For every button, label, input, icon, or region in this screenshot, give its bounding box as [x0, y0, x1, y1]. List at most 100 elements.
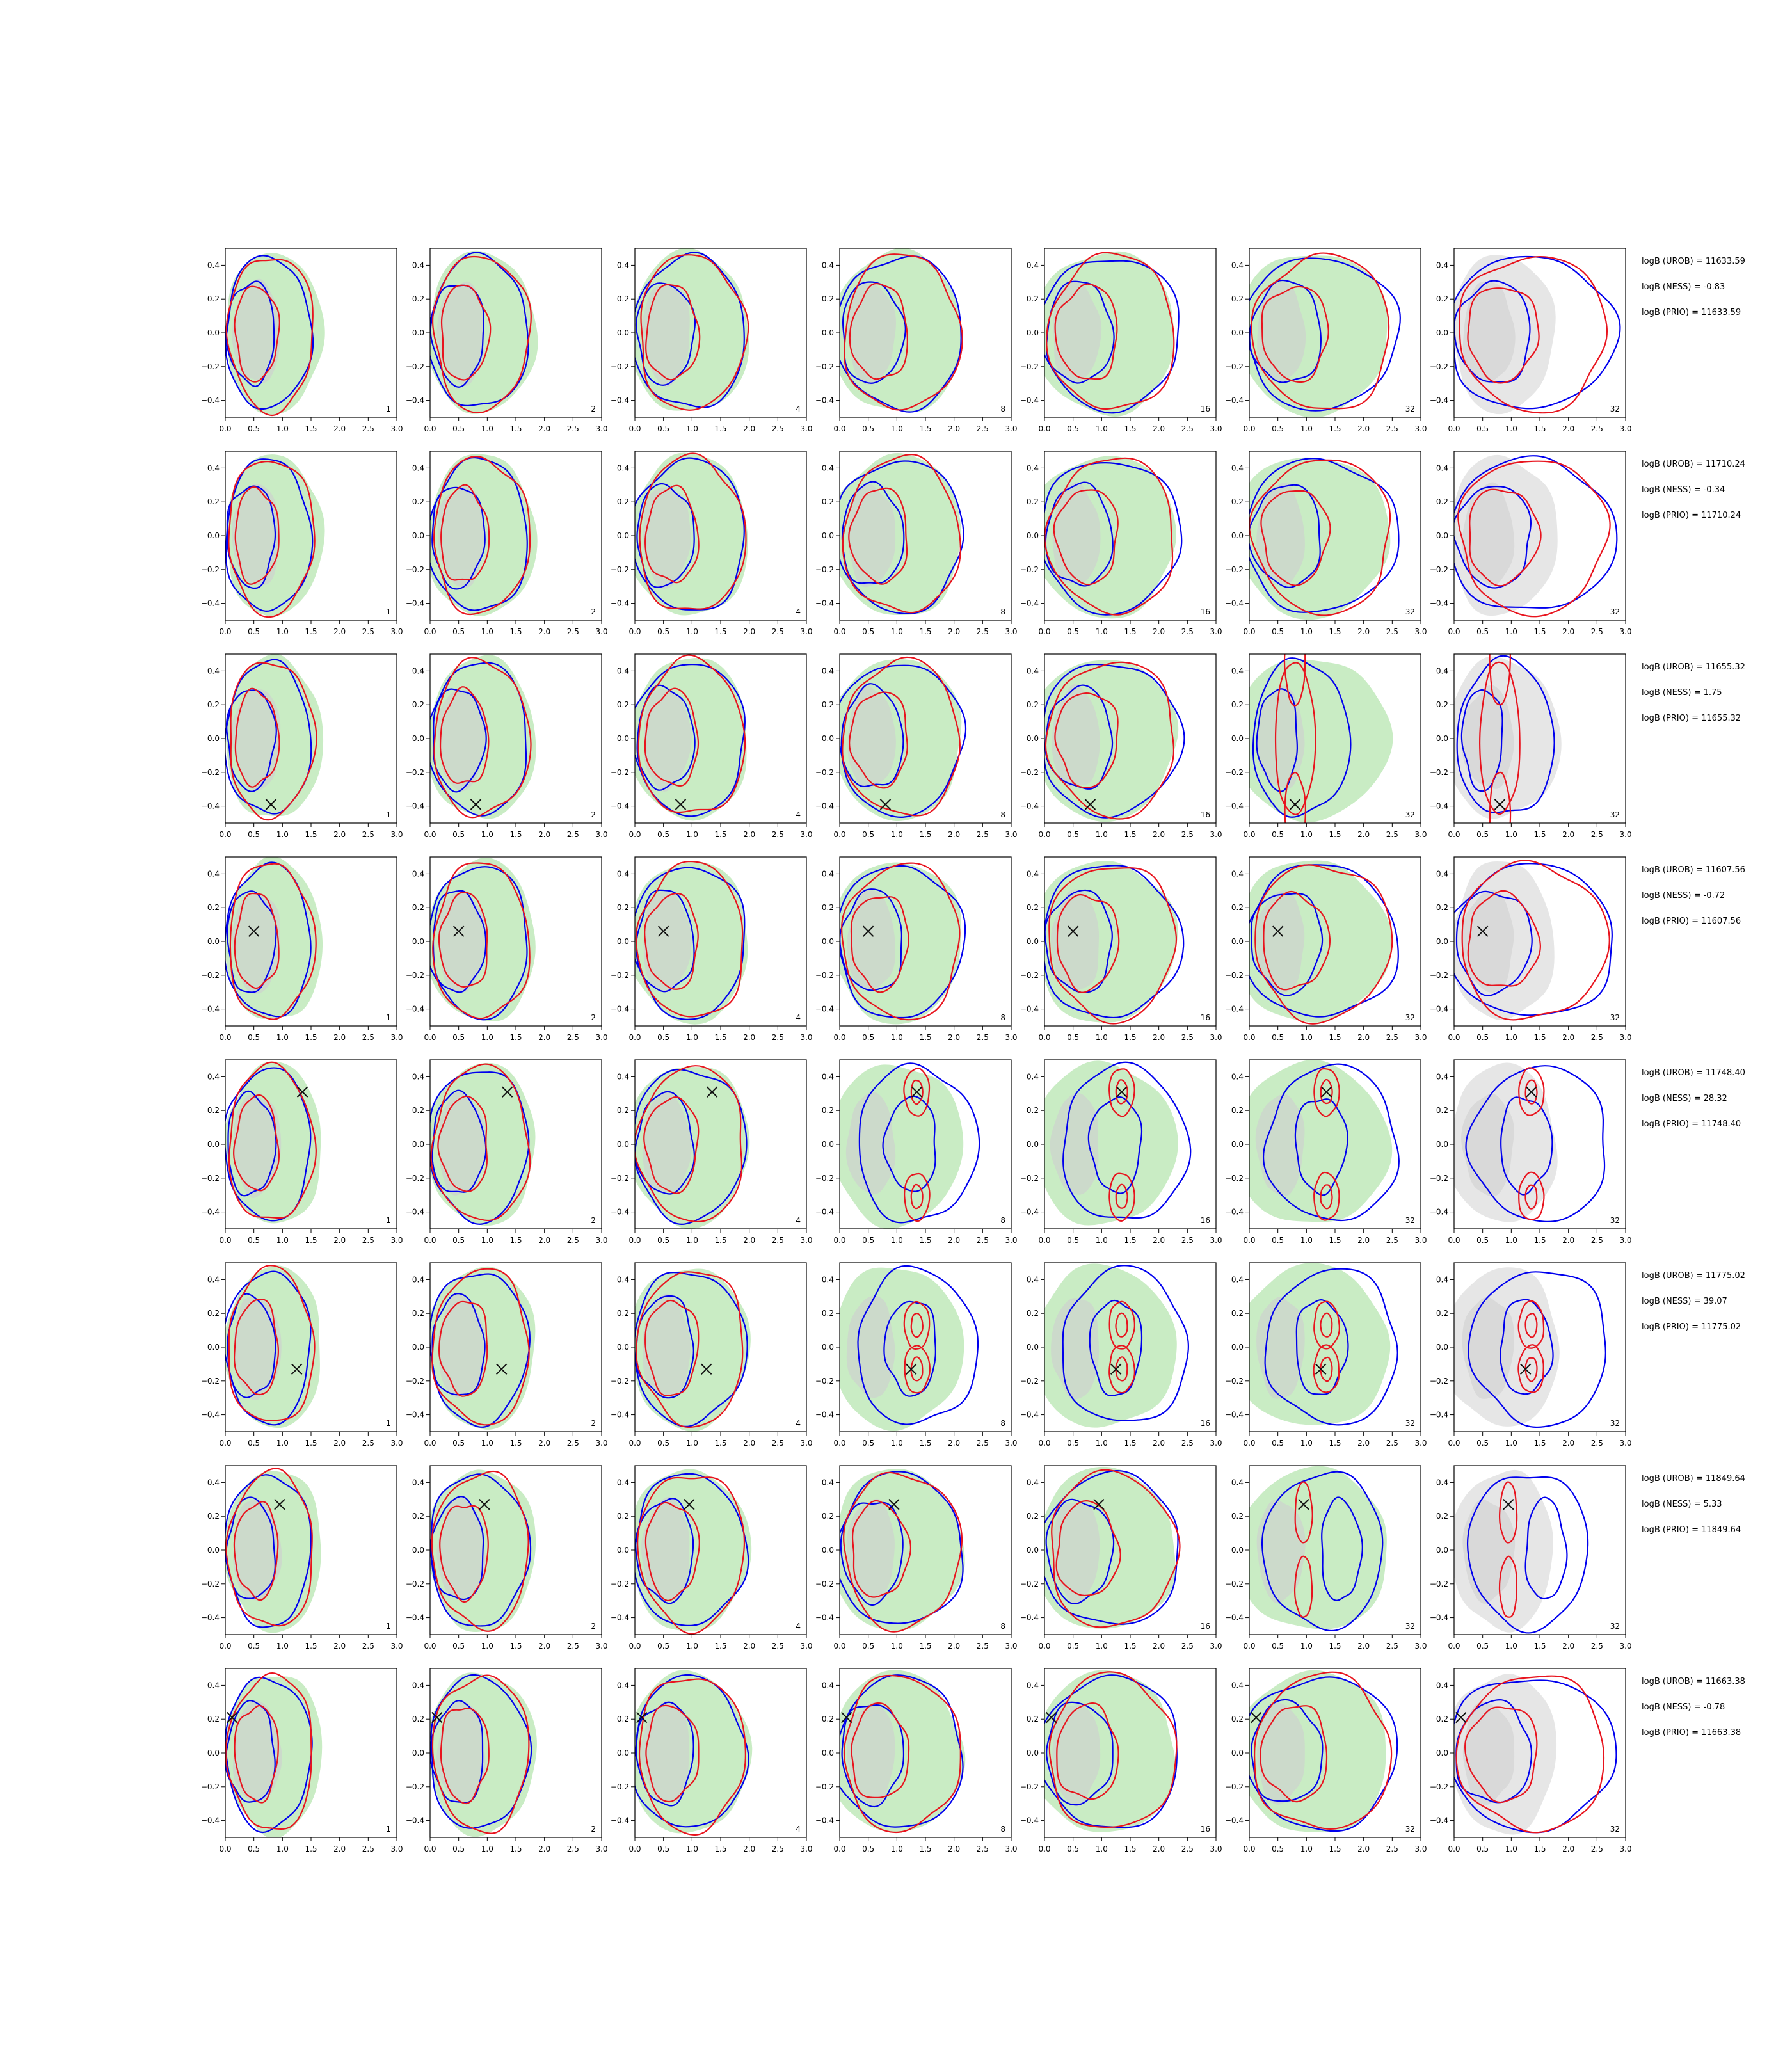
y-tick-label: 0.2 [617, 294, 629, 303]
x-tick-label: 0.0 [219, 627, 231, 636]
x-tick-label: 0.0 [219, 424, 231, 433]
logb-urob-stat: logB (UROB) = 11663.38 [1642, 1677, 1745, 1686]
x-tick-label: 2.5 [362, 1236, 374, 1245]
x-tick-label: 2.0 [538, 1236, 550, 1245]
x-tick-label: 0.0 [219, 1439, 231, 1448]
red-contour-line [439, 1505, 489, 1603]
x-tick-label: 1.0 [891, 1236, 903, 1245]
blue-contour-line [1294, 1098, 1348, 1196]
blue-contour-line [1466, 1476, 1589, 1634]
y-tick-label: −0.2 [201, 971, 220, 980]
x-tick-label: 1.0 [276, 1236, 289, 1245]
y-tick-label: 0.4 [617, 1275, 629, 1284]
x-tick-label: 1.5 [305, 1844, 317, 1853]
x-tick-label: 1.5 [1533, 1642, 1546, 1651]
x-tick-label: 3.0 [1619, 1642, 1631, 1651]
y-tick-label: −0.4 [1430, 1005, 1448, 1014]
y-tick-label: 0.2 [207, 294, 220, 303]
y-tick-label: −0.4 [1225, 802, 1244, 811]
x-tick-label: 1.0 [891, 1033, 903, 1042]
x-tick-label: 2.5 [1591, 830, 1603, 839]
x-tick-label: 2.5 [1591, 1236, 1603, 1245]
y-tick-label: 0.4 [207, 1275, 220, 1284]
y-tick-label: 0.2 [617, 497, 629, 506]
panel-r5-c4: 0.0 0.5 1.0 1.5 2.0 2.5 3.0 0.4 0.2 0.0 −0.2 −0.4 8 [815, 1059, 1018, 1245]
truth-marker [265, 799, 277, 810]
x-tick-label: 0.5 [1272, 627, 1284, 636]
x-tick-label: 1.5 [714, 1033, 726, 1042]
x-tick-label: 1.0 [276, 1439, 289, 1448]
truth-marker [1251, 1711, 1262, 1724]
blue-contour-line [1249, 458, 1400, 613]
x-tick-label: 0.5 [1272, 1642, 1284, 1651]
y-tick-label: 0.4 [1436, 463, 1448, 472]
truth-marker [1084, 799, 1096, 810]
y-tick-label: −0.4 [1020, 599, 1039, 608]
red-contour-line [1054, 283, 1118, 380]
panel-r3-c2: 0.0 0.5 1.0 1.5 2.0 2.5 3.0 0.4 0.2 0.0 −0.2 −0.4 2 [406, 653, 608, 839]
y-tick-label: 0.0 [1231, 937, 1244, 946]
y-tick-label: −0.2 [406, 565, 424, 574]
panel-r4-c4: 0.0 0.5 1.0 1.5 2.0 2.5 3.0 0.4 0.2 0.0 −0.2 −0.4 8 [815, 856, 1018, 1042]
x-tick-label: 0.0 [628, 1236, 641, 1245]
y-tick-label: 0.4 [822, 1478, 834, 1487]
x-tick-label: 1.0 [686, 424, 698, 433]
logb-prio-stat: logB (PRIO) = 11849.64 [1642, 1525, 1741, 1535]
y-tick-label: 0.2 [412, 1512, 424, 1521]
y-tick-label: 0.0 [1027, 937, 1039, 946]
x-tick-label: 1.0 [481, 1439, 493, 1448]
x-tick-label: 1.0 [1300, 424, 1313, 433]
blue-contour-line [1468, 1271, 1606, 1428]
y-tick-label: −0.2 [1225, 565, 1244, 574]
blue-contour-line [635, 664, 746, 817]
y-tick-label: 0.2 [1027, 903, 1039, 912]
x-tick-label: 1.0 [891, 1439, 903, 1448]
red-contour-line [1464, 1706, 1538, 1804]
y-tick-label: −0.4 [611, 599, 629, 608]
red-contour-line [1517, 1300, 1545, 1349]
panel-count-label: 8 [1000, 1622, 1005, 1631]
x-tick-label: 1.5 [509, 1844, 522, 1853]
x-tick-label: 1.0 [276, 830, 289, 839]
y-tick-label: −0.4 [815, 1411, 834, 1420]
logb-ness-stat: logB (NESS) = 5.33 [1642, 1500, 1722, 1509]
x-tick-label: 3.0 [595, 1642, 607, 1651]
blue-contour-line [227, 890, 277, 993]
y-tick-label: 0.4 [822, 666, 834, 675]
red-contour-line [1263, 890, 1331, 991]
x-tick-label: 1.0 [481, 1033, 493, 1042]
x-tick-label: 1.0 [686, 1236, 698, 1245]
y-tick-label: −0.2 [611, 1782, 629, 1791]
y-tick-label: 0.4 [1231, 1275, 1244, 1284]
red-contour-line [234, 486, 280, 585]
y-tick-label: 0.2 [1027, 1715, 1039, 1724]
x-tick-label: 2.5 [772, 1844, 784, 1853]
x-tick-label: 1.5 [919, 1642, 931, 1651]
green-density-fill [1044, 1670, 1176, 1832]
x-tick-label: 2.0 [1562, 1439, 1574, 1448]
y-tick-label: 0.4 [617, 260, 629, 269]
gray-density-fill [1461, 890, 1514, 993]
red-contour-line [639, 452, 747, 610]
y-tick-label: 0.4 [617, 1681, 629, 1690]
green-density-fill [232, 278, 280, 383]
x-tick-label: 0.0 [424, 424, 436, 433]
x-tick-label: 2.5 [362, 830, 374, 839]
red-contour-line [1056, 893, 1120, 993]
x-tick-label: 2.0 [743, 1844, 755, 1853]
x-tick-label: 0.0 [1243, 627, 1255, 636]
y-tick-label: −0.2 [1020, 1580, 1039, 1588]
x-tick-label: 3.0 [595, 1236, 607, 1245]
y-tick-label: −0.2 [406, 1782, 424, 1791]
x-tick-label: 2.5 [977, 1439, 989, 1448]
y-tick-label: −0.4 [1225, 1208, 1244, 1217]
panel-r1-c5: 0.0 0.5 1.0 1.5 2.0 2.5 3.0 0.4 0.2 0.0 −0.2 −0.4 16 [1020, 248, 1222, 433]
green-density-fill [643, 1293, 691, 1395]
panel-r8-c7: 0.0 0.5 1.0 1.5 2.0 2.5 3.0 0.4 0.2 0.0 −0.2 −0.4 32 [1430, 1668, 1632, 1853]
x-tick-label: 1.5 [1329, 1844, 1341, 1853]
y-tick-label: −0.4 [1430, 1613, 1448, 1622]
x-tick-label: 2.5 [772, 1642, 784, 1651]
y-tick-label: 0.4 [207, 869, 220, 878]
blue-contour-line [225, 255, 314, 410]
y-tick-label: 0.2 [1436, 294, 1448, 303]
